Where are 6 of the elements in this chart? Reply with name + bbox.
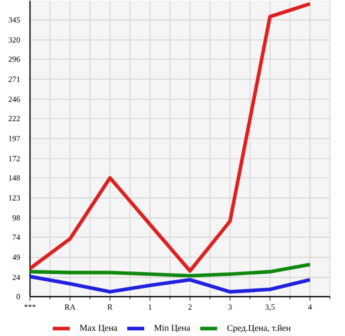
legend-label: Сред.Цена, т.йен — [227, 324, 291, 333]
line-series — [30, 262, 312, 278]
line-series — [30, 2, 312, 273]
legend-label: Min Цена — [154, 324, 190, 333]
legend-label: Max Цена — [80, 324, 118, 332]
line-series — [30, 274, 312, 294]
